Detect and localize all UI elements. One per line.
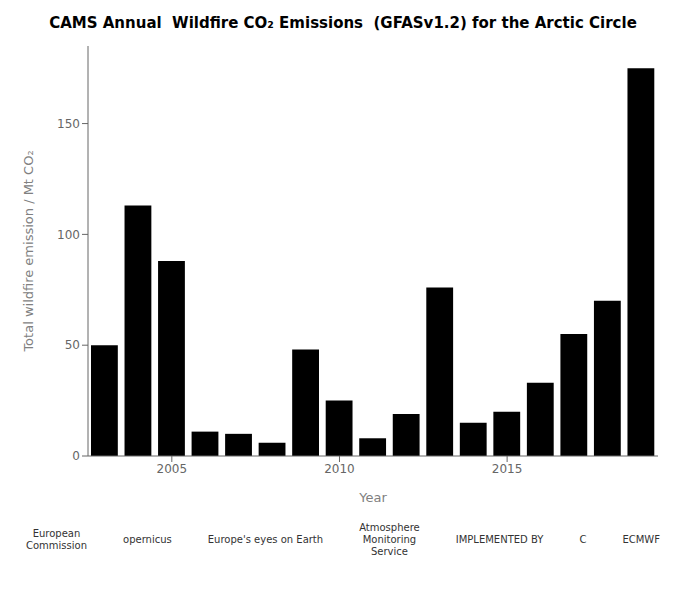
- html-text:Atmosphere: Atmosphere: [359, 522, 420, 533]
- html-text:Commission: Commission: [26, 540, 87, 551]
- html-text:Europe's eyes on Earth: Europe's eyes on Earth: [207, 534, 324, 545]
- svg-text:2015: 2015: [492, 462, 523, 476]
- svg-text:2010: 2010: [324, 462, 355, 476]
- html-text:opernicus: opernicus: [123, 534, 172, 545]
- html-text:ECMWF: ECMWF: [622, 534, 660, 545]
- svg-text:2005: 2005: [157, 462, 188, 476]
- html-text:CAMS Annual Wildfire CO₂ Emiss: CAMS Annual Wildfire CO₂ Emissions (GFAS…: [49, 14, 637, 32]
- html-text:Monitoring: Monitoring: [362, 534, 417, 545]
- html-text:European: European: [32, 528, 81, 539]
- svg-text:50: 50: [65, 338, 80, 352]
- html-text:IMPLEMENTED BY: IMPLEMENTED BY: [455, 534, 544, 545]
- html-text:C: C: [579, 534, 587, 545]
- svg-text:100: 100: [57, 228, 80, 242]
- svg-text:0: 0: [72, 449, 80, 463]
- html-text:Service: Service: [370, 546, 408, 557]
- svg-text:Total wildfire emission / Mt C: Total wildfire emission / Mt CO₂: [21, 150, 36, 352]
- svg-text:150: 150: [57, 117, 80, 131]
- svg-text:Year: Year: [358, 490, 387, 505]
